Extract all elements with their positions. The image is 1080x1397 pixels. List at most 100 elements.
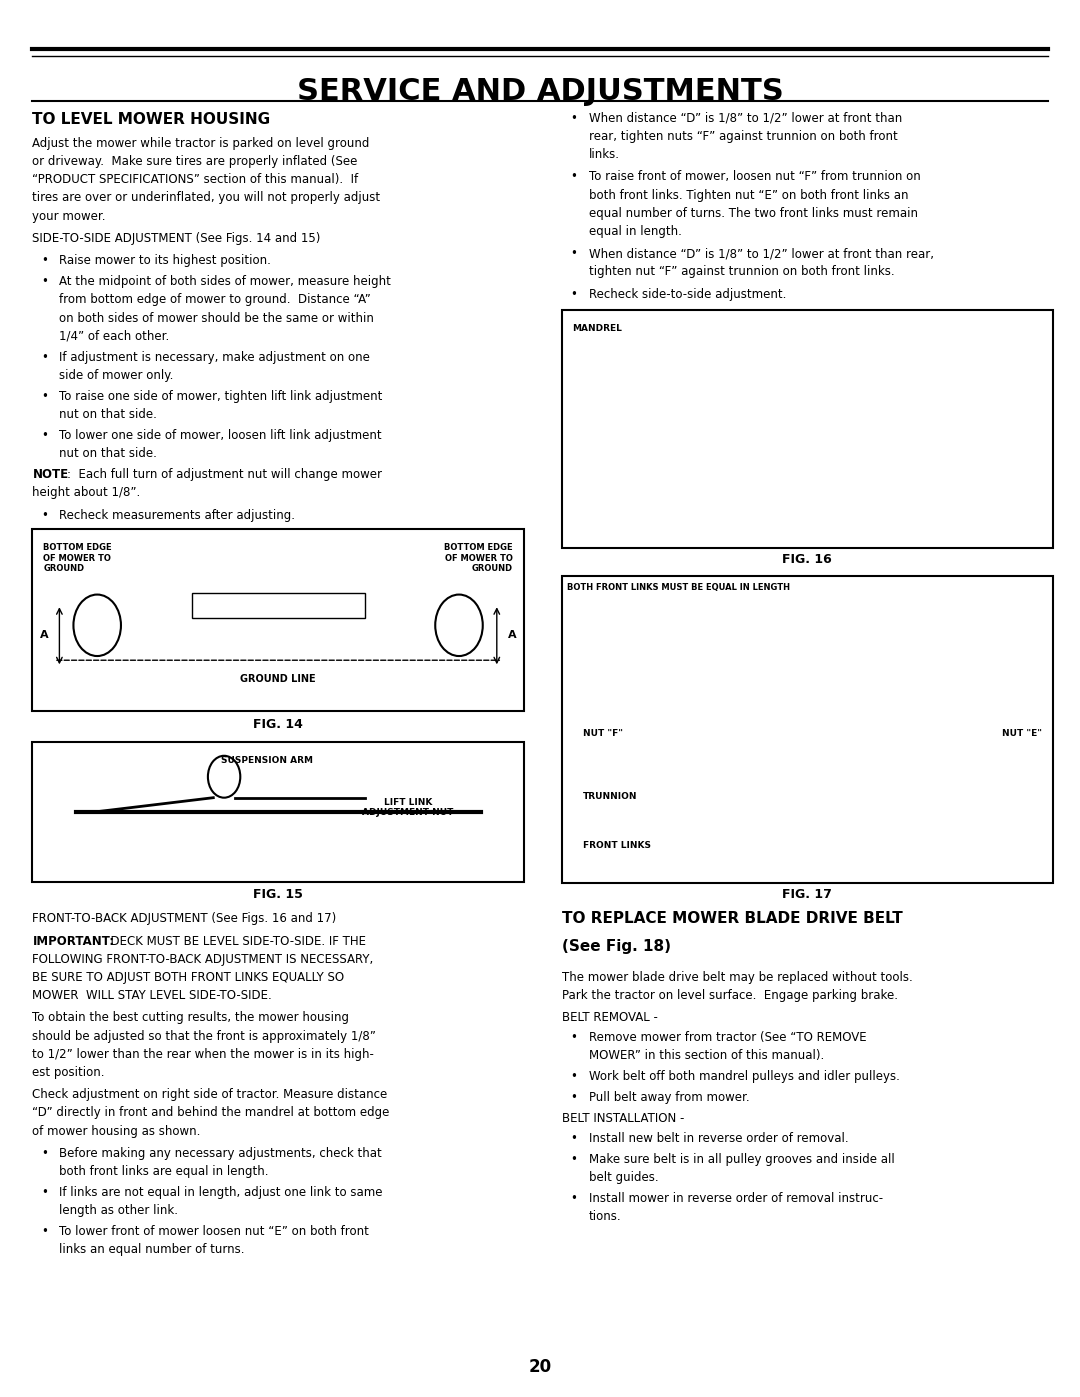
- Text: •: •: [41, 509, 48, 521]
- Bar: [32, 742, 524, 882]
- Text: (See Fig. 18): (See Fig. 18): [562, 939, 671, 954]
- Text: of mower housing as shown.: of mower housing as shown.: [32, 1125, 201, 1137]
- Text: LIFT LINK
ADJUSTMENT NUT: LIFT LINK ADJUSTMENT NUT: [362, 798, 454, 817]
- Text: or driveway.  Make sure tires are properly inflated (See: or driveway. Make sure tires are properl…: [32, 155, 357, 168]
- Text: from bottom edge of mower to ground.  Distance “A”: from bottom edge of mower to ground. Dis…: [59, 293, 372, 306]
- Text: GROUND LINE: GROUND LINE: [240, 675, 316, 685]
- Text: •: •: [41, 351, 48, 363]
- Text: IMPORTANT:: IMPORTANT:: [32, 935, 114, 947]
- Text: Before making any necessary adjustments, check that: Before making any necessary adjustments,…: [59, 1147, 382, 1160]
- Text: •: •: [41, 254, 48, 267]
- Bar: [562, 576, 1053, 883]
- Text: MOWER  WILL STAY LEVEL SIDE-TO-SIDE.: MOWER WILL STAY LEVEL SIDE-TO-SIDE.: [32, 989, 272, 1002]
- Text: FIG. 16: FIG. 16: [782, 553, 833, 566]
- Text: :  Each full turn of adjustment nut will change mower: : Each full turn of adjustment nut will …: [67, 468, 382, 481]
- Text: BELT REMOVAL -: BELT REMOVAL -: [562, 1011, 658, 1024]
- Text: •: •: [41, 390, 48, 402]
- Text: MANDREL: MANDREL: [572, 324, 622, 332]
- Text: Remove mower from tractor (See “TO REMOVE: Remove mower from tractor (See “TO REMOV…: [589, 1031, 866, 1044]
- Text: rear, tighten nuts “F” against trunnion on both front: rear, tighten nuts “F” against trunnion …: [589, 130, 897, 142]
- Text: BOTTOM EDGE
OF MOWER TO
GROUND: BOTTOM EDGE OF MOWER TO GROUND: [43, 543, 112, 573]
- Text: To raise one side of mower, tighten lift link adjustment: To raise one side of mower, tighten lift…: [59, 390, 382, 402]
- Text: SERVICE AND ADJUSTMENTS: SERVICE AND ADJUSTMENTS: [297, 77, 783, 106]
- Text: A: A: [508, 630, 516, 640]
- Text: To lower one side of mower, loosen lift link adjustment: To lower one side of mower, loosen lift …: [59, 429, 382, 441]
- Text: TRUNNION: TRUNNION: [583, 792, 637, 800]
- Text: nut on that side.: nut on that side.: [59, 408, 158, 420]
- Text: on both sides of mower should be the same or within: on both sides of mower should be the sam…: [59, 312, 375, 324]
- Text: DECK MUST BE LEVEL SIDE-TO-SIDE. IF THE: DECK MUST BE LEVEL SIDE-TO-SIDE. IF THE: [103, 935, 366, 947]
- Text: Work belt off both mandrel pulleys and idler pulleys.: Work belt off both mandrel pulleys and i…: [589, 1070, 900, 1083]
- Text: •: •: [570, 1153, 577, 1165]
- Text: tighten nut “F” against trunnion on both front links.: tighten nut “F” against trunnion on both…: [589, 265, 894, 278]
- Text: tions.: tions.: [589, 1210, 621, 1222]
- Text: FOLLOWING FRONT-TO-BACK ADJUSTMENT IS NECESSARY,: FOLLOWING FRONT-TO-BACK ADJUSTMENT IS NE…: [32, 953, 374, 965]
- Text: length as other link.: length as other link.: [59, 1204, 178, 1217]
- Text: When distance “D” is 1/8” to 1/2” lower at front than: When distance “D” is 1/8” to 1/2” lower …: [589, 112, 902, 124]
- Text: FIG. 15: FIG. 15: [253, 888, 303, 901]
- Text: to 1/2” lower than the rear when the mower is in its high-: to 1/2” lower than the rear when the mow…: [32, 1048, 375, 1060]
- Text: •: •: [41, 1147, 48, 1160]
- Text: both front links. Tighten nut “E” on both front links an: both front links. Tighten nut “E” on bot…: [589, 189, 908, 201]
- Text: The mower blade drive belt may be replaced without tools.: The mower blade drive belt may be replac…: [562, 971, 913, 983]
- Text: •: •: [41, 1225, 48, 1238]
- Text: •: •: [570, 1031, 577, 1044]
- Text: •: •: [570, 1070, 577, 1083]
- Text: •: •: [570, 247, 577, 260]
- Text: Recheck measurements after adjusting.: Recheck measurements after adjusting.: [59, 509, 296, 521]
- Text: “D” directly in front and behind the mandrel at bottom edge: “D” directly in front and behind the man…: [32, 1106, 390, 1119]
- Text: FRONT-TO-BACK ADJUSTMENT (See Figs. 16 and 17): FRONT-TO-BACK ADJUSTMENT (See Figs. 16 a…: [32, 912, 337, 925]
- Text: BE SURE TO ADJUST BOTH FRONT LINKS EQUALLY SO: BE SURE TO ADJUST BOTH FRONT LINKS EQUAL…: [32, 971, 345, 983]
- Text: •: •: [41, 275, 48, 288]
- Text: Recheck side-to-side adjustment.: Recheck side-to-side adjustment.: [589, 288, 786, 300]
- Text: •: •: [570, 170, 577, 183]
- Text: FIG. 17: FIG. 17: [782, 888, 833, 901]
- Text: If links are not equal in length, adjust one link to same: If links are not equal in length, adjust…: [59, 1186, 383, 1199]
- Text: TO REPLACE MOWER BLADE DRIVE BELT: TO REPLACE MOWER BLADE DRIVE BELT: [562, 911, 903, 926]
- Text: Park the tractor on level surface.  Engage parking brake.: Park the tractor on level surface. Engag…: [562, 989, 897, 1002]
- Text: Adjust the mower while tractor is parked on level ground: Adjust the mower while tractor is parked…: [32, 137, 369, 149]
- Text: BELT INSTALLATION -: BELT INSTALLATION -: [562, 1112, 684, 1125]
- Text: Make sure belt is in all pulley grooves and inside all: Make sure belt is in all pulley grooves …: [589, 1153, 894, 1165]
- Text: belt guides.: belt guides.: [589, 1171, 658, 1183]
- Text: should be adjusted so that the front is approximately 1/8”: should be adjusted so that the front is …: [32, 1030, 376, 1042]
- Text: •: •: [570, 288, 577, 300]
- Text: nut on that side.: nut on that side.: [59, 447, 158, 460]
- Text: Install mower in reverse order of removal instruc-: Install mower in reverse order of remova…: [589, 1192, 882, 1204]
- Text: FIG. 14: FIG. 14: [253, 718, 303, 731]
- Text: SIDE-TO-SIDE ADJUSTMENT (See Figs. 14 and 15): SIDE-TO-SIDE ADJUSTMENT (See Figs. 14 an…: [32, 232, 321, 244]
- Text: To obtain the best cutting results, the mower housing: To obtain the best cutting results, the …: [32, 1011, 350, 1024]
- Text: MOWER” in this section of this manual).: MOWER” in this section of this manual).: [589, 1049, 824, 1062]
- Text: •: •: [41, 429, 48, 441]
- Text: To raise front of mower, loosen nut “F” from trunnion on: To raise front of mower, loosen nut “F” …: [589, 170, 920, 183]
- Bar: [192, 594, 365, 619]
- Text: •: •: [570, 1132, 577, 1144]
- Text: At the midpoint of both sides of mower, measure height: At the midpoint of both sides of mower, …: [59, 275, 391, 288]
- Text: Install new belt in reverse order of removal.: Install new belt in reverse order of rem…: [589, 1132, 848, 1144]
- Text: SUSPENSION ARM: SUSPENSION ARM: [221, 756, 313, 764]
- Text: TO LEVEL MOWER HOUSING: TO LEVEL MOWER HOUSING: [32, 112, 270, 127]
- Text: When distance “D” is 1/8” to 1/2” lower at front than rear,: When distance “D” is 1/8” to 1/2” lower …: [589, 247, 933, 260]
- Text: your mower.: your mower.: [32, 210, 106, 222]
- Text: 1/4” of each other.: 1/4” of each other.: [59, 330, 170, 342]
- Text: •: •: [570, 1192, 577, 1204]
- Text: height about 1/8”.: height about 1/8”.: [32, 486, 140, 499]
- Text: To lower front of mower loosen nut “E” on both front: To lower front of mower loosen nut “E” o…: [59, 1225, 369, 1238]
- Text: side of mower only.: side of mower only.: [59, 369, 174, 381]
- Text: 20: 20: [528, 1358, 552, 1376]
- Bar: [32, 529, 524, 711]
- Text: links an equal number of turns.: links an equal number of turns.: [59, 1243, 245, 1256]
- Text: “PRODUCT SPECIFICATIONS” section of this manual).  If: “PRODUCT SPECIFICATIONS” section of this…: [32, 173, 359, 186]
- Text: A: A: [40, 630, 49, 640]
- Text: NUT "E": NUT "E": [1002, 729, 1042, 738]
- Text: NUT "F": NUT "F": [583, 729, 623, 738]
- Text: equal in length.: equal in length.: [589, 225, 681, 237]
- Text: BOTH FRONT LINKS MUST BE EQUAL IN LENGTH: BOTH FRONT LINKS MUST BE EQUAL IN LENGTH: [567, 583, 789, 591]
- Text: equal number of turns. The two front links must remain: equal number of turns. The two front lin…: [589, 207, 918, 219]
- Text: Pull belt away from mower.: Pull belt away from mower.: [589, 1091, 750, 1104]
- Text: Raise mower to its highest position.: Raise mower to its highest position.: [59, 254, 271, 267]
- Text: FRONT LINKS: FRONT LINKS: [583, 841, 651, 849]
- Text: •: •: [41, 1186, 48, 1199]
- Text: links.: links.: [589, 148, 620, 161]
- Text: •: •: [570, 1091, 577, 1104]
